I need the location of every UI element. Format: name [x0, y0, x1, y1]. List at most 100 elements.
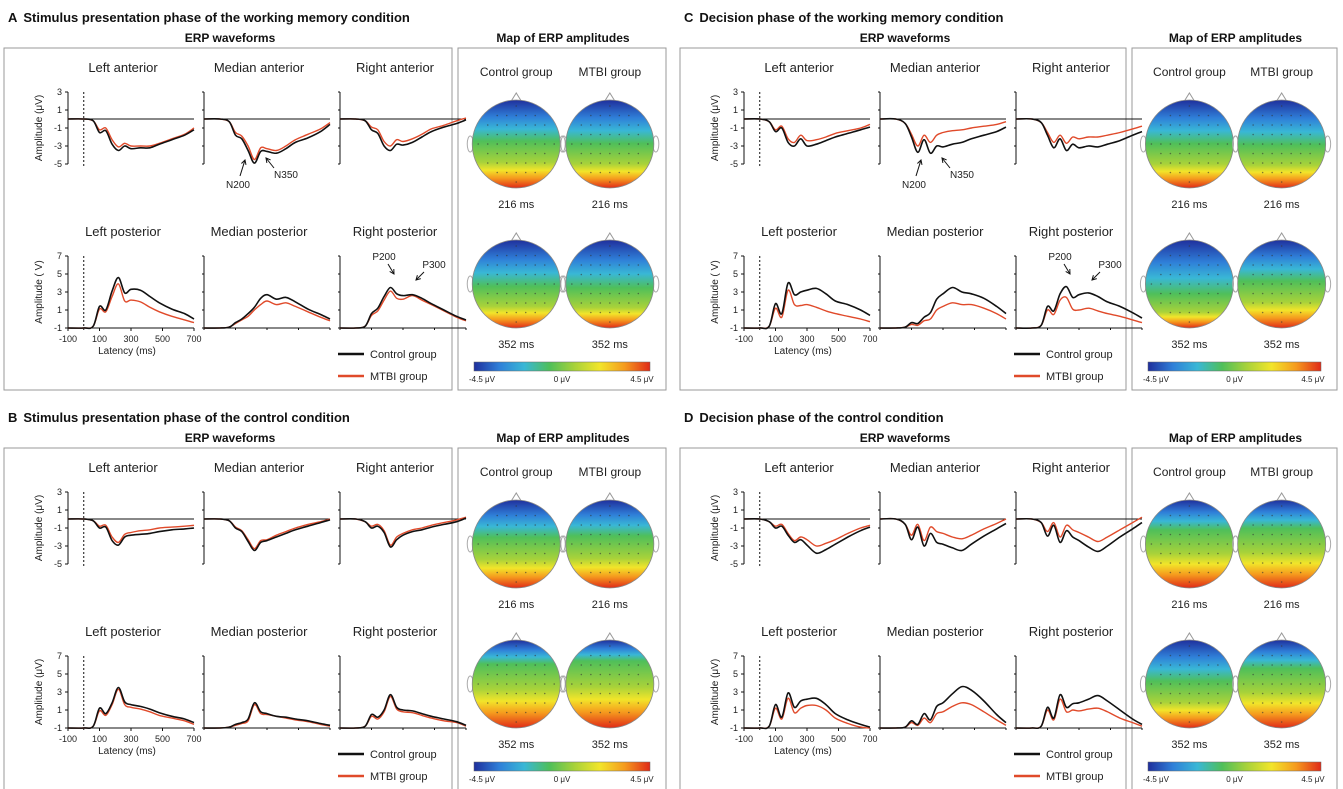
- electrode: [486, 524, 489, 526]
- n350-arrow-head: [265, 157, 271, 164]
- colorbar-min: -4.5 μV: [1143, 375, 1170, 384]
- y-tick-label: -5: [54, 559, 62, 569]
- electrode: [590, 524, 592, 526]
- electrode: [1198, 162, 1200, 164]
- electrode: [628, 152, 630, 155]
- electrode: [590, 654, 592, 657]
- y-tick-label: -1: [54, 723, 62, 733]
- electrode: [1188, 162, 1191, 164]
- electrode: [1280, 571, 1283, 574]
- electrode: [590, 543, 592, 545]
- electrode: [534, 543, 537, 545]
- electrode: [1271, 571, 1273, 574]
- electrode: [1188, 645, 1191, 647]
- electrode: [1207, 552, 1210, 555]
- electrode: [496, 654, 499, 657]
- electrode: [1160, 552, 1162, 555]
- electrode: [1217, 664, 1219, 666]
- electrode: [1188, 133, 1191, 136]
- electrode: [1217, 292, 1219, 295]
- electrode: [1198, 124, 1200, 126]
- electrode: [1179, 143, 1181, 145]
- electrode: [628, 543, 630, 545]
- electrode: [524, 543, 527, 545]
- electrode: [524, 524, 527, 526]
- electrode: [524, 673, 527, 676]
- legend-control-label: Control group: [370, 749, 437, 761]
- electrode: [1252, 302, 1254, 304]
- electrode: [590, 692, 592, 695]
- x-tick-label: -100: [735, 734, 753, 744]
- electrode: [1261, 664, 1264, 666]
- electrode: [1160, 533, 1162, 536]
- panel-title: B Stimulus presentation phase of the cont…: [8, 410, 350, 425]
- y-tick-label: 3: [57, 87, 62, 97]
- electrode: [1198, 114, 1200, 117]
- electrode: [1299, 683, 1302, 685]
- electrode: [505, 562, 508, 564]
- n200-arrow: [915, 159, 922, 177]
- electrode: [496, 124, 499, 126]
- electrode: [1150, 683, 1153, 685]
- electrode: [1309, 162, 1311, 164]
- electrode: [590, 133, 592, 136]
- electrode: [505, 524, 508, 526]
- electrode: [590, 683, 592, 685]
- electrode: [1207, 152, 1210, 155]
- electrode: [486, 273, 489, 276]
- electrode: [609, 311, 611, 314]
- electrode: [534, 562, 537, 564]
- electrode: [1280, 505, 1283, 507]
- electrode: [590, 311, 592, 314]
- map-frame: [457, 447, 667, 789]
- x-axis-label: Latency (ms): [98, 746, 156, 757]
- electrode: [515, 264, 518, 266]
- n200-arrow: [239, 159, 246, 177]
- electrode: [599, 283, 602, 285]
- electrode: [505, 683, 508, 685]
- electrode: [599, 571, 602, 574]
- electrode: [534, 162, 537, 164]
- y-tick-label: -1: [730, 723, 738, 733]
- electrode: [599, 654, 602, 657]
- electrode: [486, 562, 489, 564]
- electrode: [609, 505, 611, 507]
- y-tick-label: -5: [730, 159, 738, 169]
- electrode: [1309, 524, 1311, 526]
- electrode: [1280, 124, 1283, 126]
- electrode: [1252, 124, 1254, 126]
- electrode: [599, 143, 602, 145]
- colorbar: [1147, 361, 1322, 372]
- electrode: [1207, 114, 1210, 117]
- subplot-anterior-1: Median anterior: [202, 460, 331, 565]
- map-time-label: 216 ms: [1264, 199, 1301, 211]
- electrode: [1280, 311, 1283, 314]
- erp-frame: [3, 47, 453, 391]
- electrode: [590, 283, 592, 285]
- electrode: [534, 264, 537, 266]
- region-label: Left anterior: [764, 460, 834, 475]
- electrode: [1261, 562, 1264, 564]
- map-heading: Map of ERP amplitudes: [1169, 31, 1302, 45]
- electrode: [1198, 283, 1200, 285]
- electrode: [1299, 171, 1302, 174]
- electrode: [1309, 533, 1311, 536]
- topomap-0-0: 216 ms: [466, 92, 566, 211]
- electrode: [1188, 152, 1191, 155]
- electrode: [496, 311, 499, 314]
- electrode: [1290, 171, 1292, 174]
- electrode: [628, 654, 630, 657]
- legend-control-label: Control group: [370, 349, 437, 361]
- electrode: [1271, 171, 1273, 174]
- electrode: [515, 571, 518, 574]
- waveform-control: [1015, 517, 1143, 553]
- map-time-label: 216 ms: [498, 599, 535, 611]
- electrode: [618, 292, 621, 295]
- electrode: [1169, 143, 1172, 145]
- electrode: [1290, 162, 1292, 164]
- electrode: [553, 143, 556, 145]
- electrode: [1290, 571, 1292, 574]
- topomap-0-0: 216 ms: [1139, 492, 1239, 611]
- x-tick-label: 700: [862, 734, 877, 744]
- electrode: [534, 124, 537, 126]
